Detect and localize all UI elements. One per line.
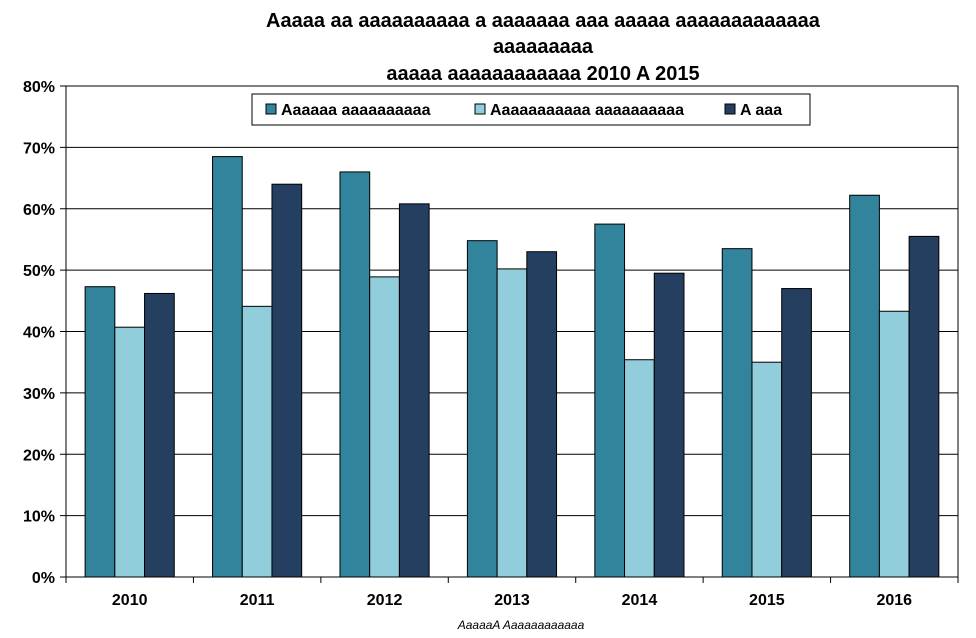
bar xyxy=(781,288,812,578)
legend-label: A aaa xyxy=(740,102,782,119)
y-tick-label: 80% xyxy=(23,79,55,96)
legend-swatch xyxy=(724,103,736,115)
chart-title-line-1: Aaaaa aa aaaaaaaaaa a aaaaaaa aaa aaaaa … xyxy=(266,10,821,32)
source-note: AaaaaA Aaaaaaaaaaaa xyxy=(457,618,585,632)
bar xyxy=(849,194,880,578)
axes xyxy=(60,85,959,583)
bar xyxy=(398,203,430,578)
x-tick-label: 2010 xyxy=(112,592,148,609)
bar xyxy=(369,276,400,578)
bar xyxy=(908,235,940,578)
chart-title-line-3: aaaaa aaaaaaaaaaaa 2010 A 2015 xyxy=(386,63,699,85)
bar xyxy=(878,310,910,578)
x-tick-label: 2011 xyxy=(240,592,275,609)
chart-title-line-2: aaaaaaaaa xyxy=(493,36,594,58)
legend-label: Aaaaaaaaaaa aaaaaaaaaa xyxy=(490,102,684,119)
legend-swatch xyxy=(265,103,277,115)
bar xyxy=(751,361,783,578)
legend: Aaaaaa aaaaaaaaaa Aaaaaaaaaaa aaaaaaaaaa A… xyxy=(251,93,811,126)
bar xyxy=(526,251,558,578)
x-tick-label: 2016 xyxy=(876,592,912,609)
bar xyxy=(339,171,371,578)
bar xyxy=(496,268,528,578)
x-axis-tick-labels: 2010 2011 2012 2013 2014 2015 2016 xyxy=(112,592,912,609)
y-tick-label: 20% xyxy=(23,447,55,464)
x-tick-label: 2015 xyxy=(749,592,785,609)
bar xyxy=(212,156,243,578)
bar xyxy=(84,286,116,578)
y-tick-label: 30% xyxy=(23,386,55,403)
bar xyxy=(624,359,655,578)
x-tick-label: 2013 xyxy=(494,592,530,609)
y-tick-label: 40% xyxy=(23,325,55,342)
y-tick-label: 60% xyxy=(23,202,55,219)
legend-box xyxy=(251,93,811,126)
legend-label: Aaaaaa aaaaaaaaaa xyxy=(281,102,431,119)
bars xyxy=(84,156,940,578)
y-tick-label: 0% xyxy=(32,570,55,587)
y-axis-tick-labels: 0% 10% 20% 30% 40% 50% 60% 70% 80% xyxy=(23,79,55,587)
y-tick-label: 70% xyxy=(23,140,55,157)
chart-title: Aaaaa aa aaaaaaaaaa a aaaaaaa aaa aaaaa … xyxy=(266,10,821,85)
y-tick-label: 10% xyxy=(23,509,55,526)
bar xyxy=(241,305,273,578)
x-tick-label: 2014 xyxy=(622,592,658,609)
x-tick-label: 2012 xyxy=(367,592,403,609)
bar xyxy=(114,326,146,578)
legend-swatch xyxy=(474,103,486,115)
bar xyxy=(466,240,498,578)
bar xyxy=(653,272,685,578)
bar xyxy=(271,183,303,578)
bar xyxy=(594,223,626,578)
bar xyxy=(144,292,175,578)
bar xyxy=(721,248,753,578)
y-tick-label: 50% xyxy=(23,263,55,280)
